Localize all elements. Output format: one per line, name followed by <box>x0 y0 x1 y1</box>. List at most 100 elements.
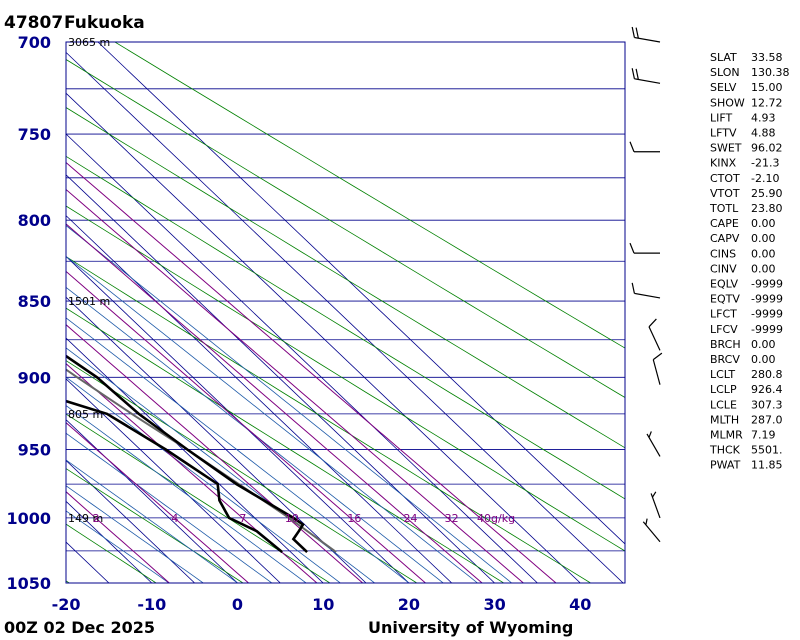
isotherm-line <box>66 296 367 583</box>
index-value: 12.72 <box>751 96 783 109</box>
index-name: SLAT <box>710 51 737 64</box>
barb-shaft <box>634 292 661 299</box>
observation-time: 00Z 02 Dec 2025 <box>4 618 155 637</box>
pressure-label: 700 <box>18 33 51 52</box>
plot-frame <box>65 41 626 584</box>
dry-adiabat-line <box>66 307 505 583</box>
index-value: 11.85 <box>751 459 783 472</box>
wind-barb <box>646 431 661 457</box>
wind-barb <box>629 141 660 153</box>
temperature-label: -10 <box>137 595 166 614</box>
barb-shaft <box>634 36 661 43</box>
mixing-ratio-line <box>66 323 364 583</box>
mixing-ratio-label: 4 <box>171 512 178 525</box>
pressure-axis-labels: 700 750 800 850 900 950 1000 1050 <box>6 33 51 593</box>
moist-adiabat-line <box>66 459 238 583</box>
barb-shaft <box>650 493 661 519</box>
index-name: CINS <box>710 247 736 260</box>
index-value: 130.38 <box>751 66 790 79</box>
isotherm-line <box>66 541 110 583</box>
index-value: -21.3 <box>751 157 779 170</box>
mixing-ratio-line <box>66 363 318 583</box>
mixing-ratio-label: 32 <box>445 512 459 525</box>
index-value: 5501. <box>751 444 783 457</box>
index-name: CAPE <box>710 217 739 230</box>
isotherm-line <box>66 419 238 583</box>
barb-shaft <box>642 521 661 543</box>
barb-feather <box>651 491 657 498</box>
moist-adiabat-line <box>66 286 444 583</box>
temperature-label: 40 <box>569 595 591 614</box>
height-labels: 3065 m 1501 m 805 m 149 m <box>68 36 110 525</box>
index-value: 15.00 <box>751 81 783 94</box>
wind-barb <box>652 352 663 385</box>
barb-feather <box>629 242 635 254</box>
isotherm-line <box>66 337 324 583</box>
isotherm-line <box>66 378 281 583</box>
index-value: 7.19 <box>751 429 776 442</box>
index-value: 96.02 <box>751 142 783 155</box>
index-name: LFCV <box>710 323 738 336</box>
index-name: EQLV <box>710 278 739 291</box>
height-label: 3065 m <box>68 36 110 49</box>
index-value: 23.80 <box>751 202 783 215</box>
mixing-ratio-line <box>66 223 483 583</box>
index-value: 0.00 <box>751 338 776 351</box>
pressure-label: 800 <box>18 211 51 230</box>
index-name: LCLT <box>710 368 735 381</box>
index-value: -9999 <box>751 278 783 291</box>
index-name: PWAT <box>710 459 741 472</box>
index-value: 0.00 <box>751 353 776 366</box>
height-label: 1501 m <box>68 295 110 308</box>
isotherm-line <box>66 174 495 583</box>
index-value: 0.00 <box>751 232 776 245</box>
mixing-ratio-label: 10 <box>285 512 299 525</box>
temperature-label: 10 <box>312 595 334 614</box>
mixing-ratio-label: 40g/kg <box>477 512 515 525</box>
index-value: 0.00 <box>751 262 776 275</box>
mixing-ratio-line <box>66 491 171 583</box>
pressure-label: 1000 <box>6 509 51 528</box>
pressure-label: 900 <box>18 368 51 387</box>
index-value: 0.00 <box>751 217 776 230</box>
temperature-trace <box>66 354 308 554</box>
wind-barb <box>631 68 661 84</box>
credit: University of Wyoming <box>368 618 573 637</box>
index-value: 4.93 <box>751 111 776 124</box>
barb-feather <box>645 518 648 525</box>
mixing-ratio-label: 24 <box>404 512 418 525</box>
dry-adiabat-line <box>66 360 418 583</box>
barb-feather <box>648 318 657 328</box>
moist-adiabat-line <box>66 405 307 583</box>
mixing-ratio-line <box>66 422 250 583</box>
index-value: 25.90 <box>751 187 783 200</box>
index-value: 280.8 <box>751 368 783 381</box>
index-value: -9999 <box>751 308 783 321</box>
index-value: 307.3 <box>751 398 783 411</box>
stability-indices: SLAT 33.58 SLON 130.38 SELV 15.00 SHOW 12.72 LIF… <box>709 51 790 472</box>
dry-adiabat-line <box>66 256 592 583</box>
barb-feather <box>631 68 635 79</box>
index-name: LCLE <box>710 398 737 411</box>
pressure-label: 750 <box>18 125 51 144</box>
index-name: SHOW <box>710 96 745 109</box>
wind-barb <box>631 26 661 43</box>
wind-barb <box>642 518 661 543</box>
dry-adiabat-line <box>114 42 625 349</box>
barb-shaft <box>652 359 661 385</box>
index-name: CINV <box>710 262 737 275</box>
barb-feather <box>631 26 635 38</box>
station-name: Fukuoka <box>64 13 145 33</box>
mixing-ratio-line <box>66 188 525 583</box>
mixing-ratio-label: 2 <box>93 512 100 525</box>
wind-barb <box>650 491 661 519</box>
wind-barb <box>629 242 660 254</box>
pressure-label: 850 <box>18 292 51 311</box>
moist-adiabat-line <box>66 255 478 583</box>
barb-feather <box>648 431 652 438</box>
barb-feather <box>629 141 635 152</box>
dry-adiabat-line <box>66 155 625 500</box>
moist-adiabat-line <box>66 376 341 583</box>
index-name: LFTV <box>710 127 737 140</box>
index-name: SELV <box>710 81 737 94</box>
